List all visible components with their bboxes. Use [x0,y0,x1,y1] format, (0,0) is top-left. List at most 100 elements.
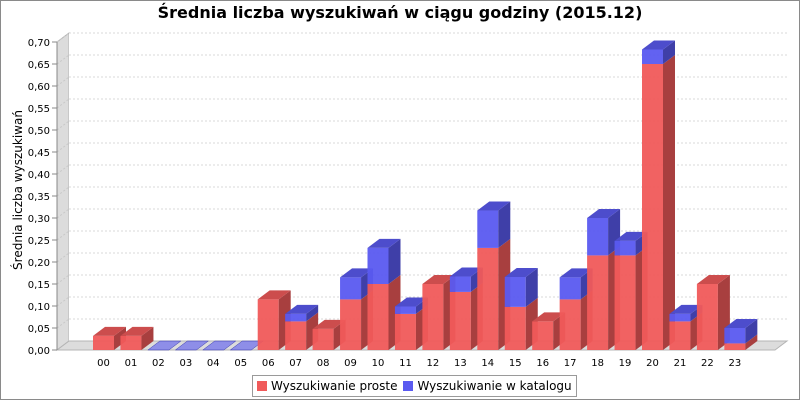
x-tick-label: 09 [344,358,357,369]
bar-simple-22 [696,284,718,350]
x-tick-label: 00 [97,358,110,369]
bar-top-21 [669,304,703,314]
bar-top-07 [285,304,319,314]
bar-simple-06 [257,299,279,350]
x-tick-label: 20 [646,358,659,369]
bar-simple-16 [532,321,554,350]
y-tick-label: 0,55 [28,104,50,115]
bar-top-10 [367,238,401,248]
x-tick-label: 12 [427,358,440,369]
x-tick-label: 08 [317,358,330,369]
y-tick-label: 0,15 [28,280,50,291]
bar-side-simple-20 [663,55,675,350]
grid-line-diag [56,76,70,87]
bar-top-20 [642,40,675,50]
bar-top-17 [559,268,593,278]
legend-item-catalog: Wyszukiwanie w katalogu [403,379,572,393]
bar-top-23 [724,319,758,328]
bar-top-01 [120,326,154,336]
x-tick-label: 02 [152,358,165,369]
bar-simple-10 [367,284,389,350]
bar-top-11 [394,297,428,307]
x-tick-label: 19 [619,358,632,369]
x-tick-label: 15 [509,358,522,369]
grid-line-diag [56,142,70,153]
legend-label-simple: Wyszukiwanie proste [271,379,398,393]
bar-simple-20 [642,64,663,350]
bar-top-15 [504,267,538,277]
bar-simple-08 [312,328,334,350]
x-tick-label: 04 [207,358,220,369]
legend-swatch-simple [257,381,267,391]
bar-simple-18 [587,255,609,350]
bar-simple-11 [394,313,416,350]
bar-side-simple-00 [114,326,126,350]
x-tick-label: 05 [234,358,247,369]
bar-side-catalog-10 [388,238,401,284]
x-tick-label: 03 [179,358,192,369]
bar-top-13 [449,267,483,277]
grid-line-diag [56,230,70,241]
grid-line-diag [56,186,70,197]
left-wall [56,32,70,351]
x-tick-label: 23 [728,358,741,369]
bar-catalog-21 [669,313,691,322]
y-tick-label: 0,00 [28,346,50,357]
y-tick-label: 0,40 [28,170,50,181]
grid-line-diag [56,32,70,43]
y-tick-label: 0,25 [28,236,50,247]
bar-simple-12 [422,284,444,350]
bar-top-14 [477,201,511,211]
x-tick-label: 10 [372,358,385,369]
grid-line-diag [56,296,70,307]
x-tick-label: 14 [481,358,494,369]
bar-top-03 [174,340,210,351]
grid-line-diag [56,98,70,109]
bar-top-19 [614,231,648,241]
bar-catalog-10 [367,247,389,284]
bar-catalog-07 [285,313,307,322]
bar-side-catalog-20 [663,40,675,64]
bar-simple-15 [504,306,526,350]
x-tick-label: 16 [536,358,549,369]
y-tick-label: 0,30 [28,214,50,225]
bar-simple-23 [724,343,746,350]
grid-line-diag [56,318,70,329]
legend-item-simple: Wyszukiwanie proste [257,379,397,393]
chart-title: Średnia liczba wyszukiwań w ciągu godzin… [157,3,643,22]
bar-simple-01 [120,335,142,350]
bar-side-simple-01 [141,326,154,350]
bar-top-02 [147,340,182,351]
bar-top-22 [696,275,730,284]
bar-side-catalog-23 [745,319,758,344]
bar-simple-21 [669,321,691,350]
bar-simple-19 [614,255,636,350]
grid-line-diag [56,164,70,175]
bar-simple-00 [93,335,114,350]
grid-line-diag [56,120,70,131]
bar-top-06 [257,290,291,300]
x-tick-label: 07 [289,358,302,369]
grid-line-diag [56,274,70,285]
bar-simple-17 [559,299,581,350]
bar-catalog-17 [559,277,581,300]
bar-simple-14 [477,247,499,350]
y-tick-label: 0,10 [28,302,50,313]
bar-side-catalog-07 [306,304,319,322]
bar-top-16 [532,312,566,322]
bar-top-18 [587,209,621,218]
x-tick-label: 01 [125,358,138,369]
y-tick-label: 0,70 [28,38,50,49]
x-tick-label: 06 [262,358,275,369]
bar-simple-07 [285,321,307,350]
y-tick-label: 0,20 [28,258,50,269]
bar-top-12 [422,275,456,284]
bar-catalog-09 [340,277,362,300]
bar-top-00 [93,326,126,336]
bar-side-catalog-14 [498,201,511,248]
bar-catalog-11 [394,306,416,314]
bar-catalog-14 [477,210,499,248]
y-tick-label: 0,45 [28,148,50,159]
bar-top-09 [340,268,374,278]
